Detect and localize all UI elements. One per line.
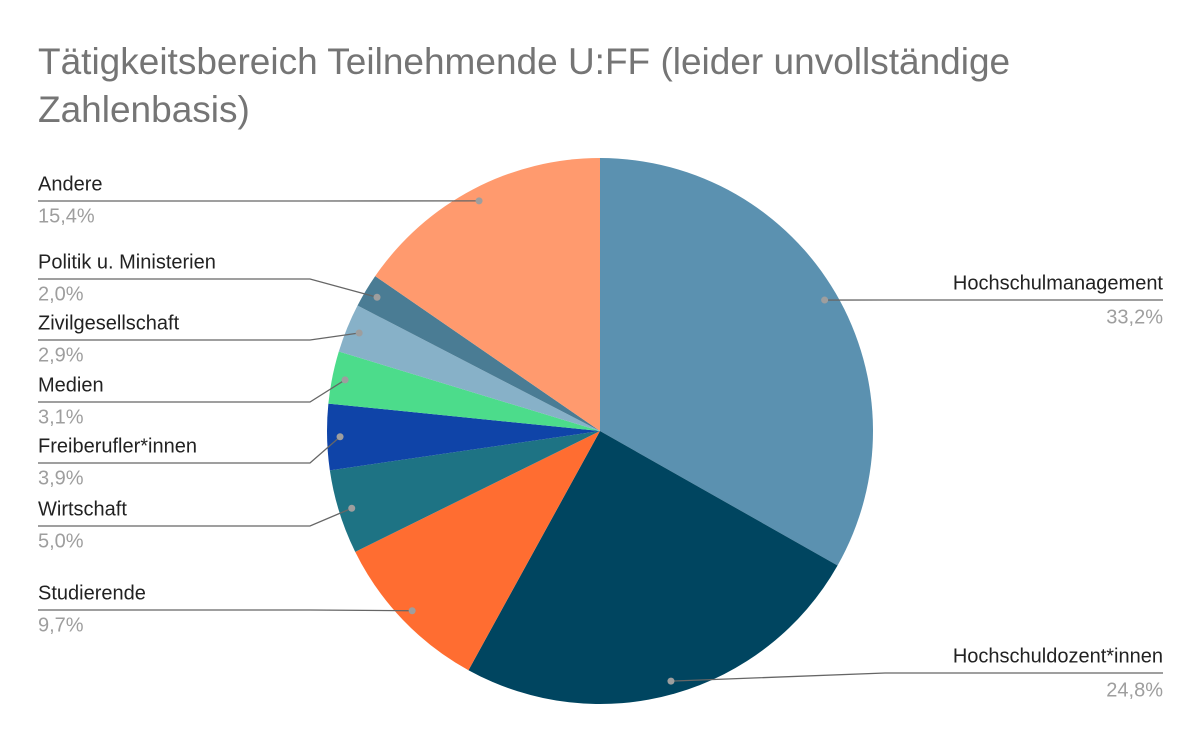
value-label: 15,4% [38, 205, 95, 227]
value-label: 3,1% [38, 406, 84, 428]
slice-label: Politik u. Ministerien [38, 251, 216, 273]
value-label: 24,8% [1106, 679, 1163, 701]
value-label: 3,9% [38, 467, 84, 489]
slice-label: Zivilgesellschaft [38, 312, 180, 334]
leader-line [38, 332, 360, 341]
leader-line [38, 379, 346, 403]
leader-dot [475, 197, 483, 205]
leader-dot [821, 296, 829, 304]
slice-label: Andere [38, 173, 103, 195]
pie-slice [600, 158, 873, 566]
pie-slice [375, 158, 600, 431]
leader-dot [667, 677, 675, 685]
value-label: 2,0% [38, 283, 84, 305]
leader-line [38, 507, 352, 527]
value-label: 5,0% [38, 530, 84, 552]
leader-dot [348, 504, 356, 512]
pie-slice [328, 351, 600, 431]
pie-slice [468, 431, 838, 705]
pie-slice [355, 431, 600, 671]
slice-label: Wirtschaft [38, 498, 127, 520]
value-label: 2,9% [38, 344, 84, 366]
slice-label: Studierende [38, 582, 146, 604]
leader-line [38, 278, 378, 298]
slice-label: Medien [38, 374, 104, 396]
pie-slice [327, 403, 600, 471]
leader-line [38, 609, 413, 612]
leader-dot [355, 329, 363, 337]
chart-title: Tätigkeitsbereich Teilnehmende U:FF (lei… [38, 41, 1011, 130]
leader-dot [373, 293, 381, 301]
leader-line [670, 672, 1163, 682]
leader-line [38, 436, 341, 464]
leader-dot [408, 607, 416, 615]
pie-slice [338, 305, 600, 431]
pie-slice [357, 276, 600, 431]
slice-label: Freiberufler*innen [38, 435, 197, 457]
slice-label: Hochschulmanagement [953, 272, 1164, 294]
leader-dot [336, 433, 344, 441]
value-label: 9,7% [38, 614, 84, 636]
slice-label: Hochschuldozent*innen [953, 645, 1163, 667]
value-label: 33,2% [1106, 306, 1163, 328]
pie-slice [329, 431, 600, 552]
leader-dot [341, 376, 349, 384]
